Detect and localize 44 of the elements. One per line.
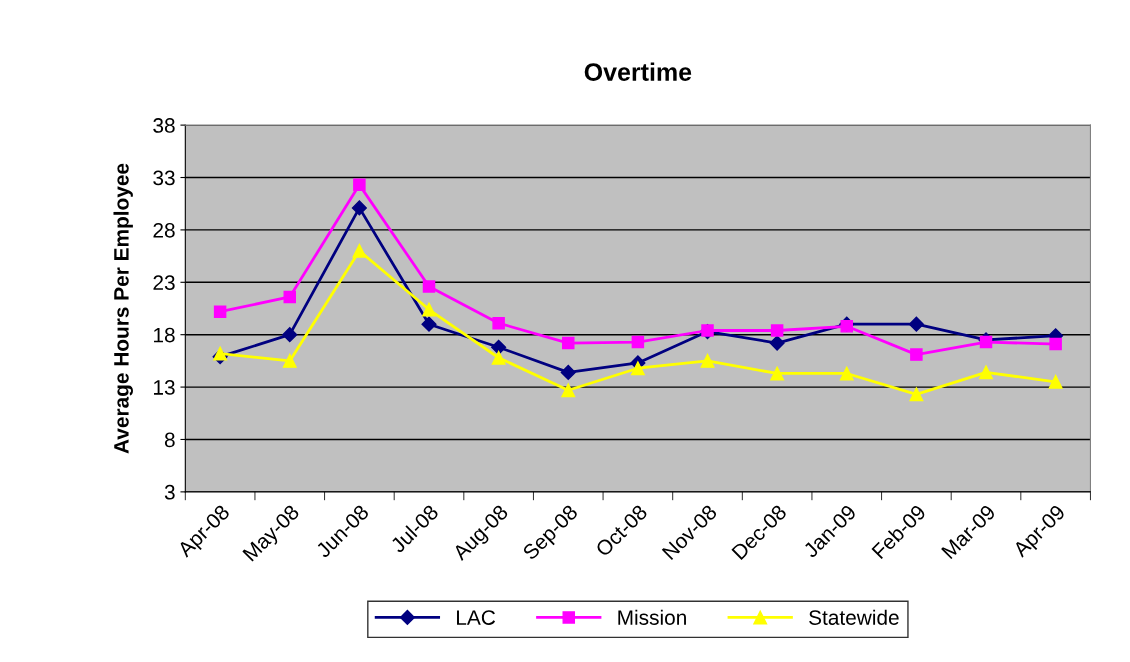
point (979, 365, 993, 380)
y-tick-label: 33 (153, 170, 175, 186)
point (770, 366, 785, 381)
legend-label: LAC (457, 610, 496, 625)
point (351, 200, 367, 216)
point (700, 353, 715, 368)
point (908, 316, 924, 332)
y-tick-label: 28 (153, 222, 175, 238)
point (422, 302, 436, 317)
y-tick-label: 38 (153, 118, 175, 133)
point (421, 316, 437, 332)
y-tick-label: 3 (164, 484, 175, 500)
point (282, 327, 298, 343)
point (562, 336, 575, 350)
point (282, 353, 297, 368)
point (422, 280, 436, 293)
y-tick-label: 8 (164, 432, 175, 448)
legend-label: Statewide (809, 609, 899, 625)
point (631, 335, 645, 349)
point (909, 387, 924, 402)
point (1049, 337, 1062, 351)
legend-label: Mission (618, 609, 686, 625)
point (769, 335, 785, 351)
point (560, 364, 576, 380)
point (770, 324, 784, 337)
point (840, 320, 854, 333)
point (630, 361, 645, 376)
point (561, 383, 576, 398)
point (491, 350, 506, 365)
point (910, 348, 923, 361)
chart-title: Overtime (584, 62, 692, 81)
point (353, 178, 366, 192)
y-tick-label: 23 (153, 275, 175, 291)
y-tick-label: 13 (154, 380, 175, 395)
point (213, 346, 228, 361)
point (839, 366, 854, 381)
point (283, 290, 297, 304)
point (1048, 374, 1063, 389)
point (492, 316, 505, 330)
point (491, 339, 507, 355)
y-axis-title: Average Hours Per Employee (113, 163, 133, 454)
y-tick-label: 18 (154, 327, 175, 343)
point (213, 305, 227, 318)
point (352, 243, 367, 258)
